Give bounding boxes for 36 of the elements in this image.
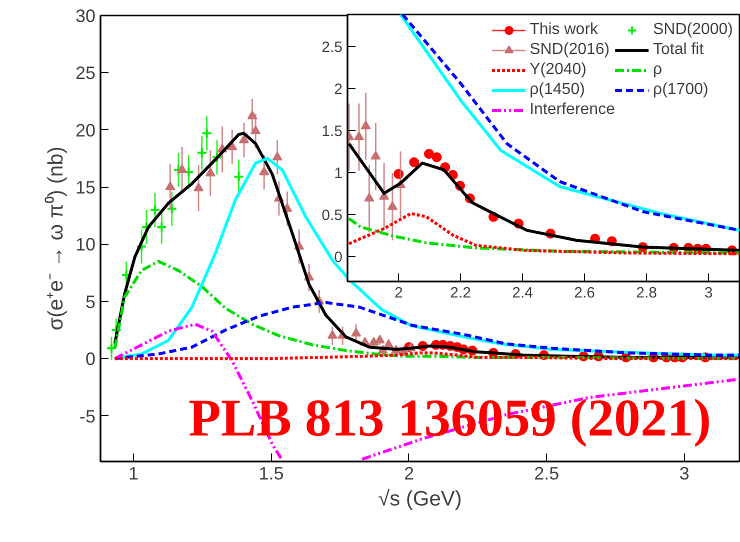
x-tick-label: 2: [394, 284, 403, 302]
x-tick-label: 2.8: [636, 284, 657, 302]
x-tick-label: 3: [704, 284, 713, 302]
legend-label: ρ: [652, 61, 664, 79]
legend-label: Total fit: [652, 41, 704, 59]
x-tick-label: 2.2: [450, 284, 472, 302]
x-tick-label: 2: [404, 464, 414, 484]
y-tick-label: 20: [75, 120, 96, 140]
y-tick-label: 0: [334, 248, 342, 266]
y-tick-label: 1.5: [322, 122, 343, 140]
x-tick-label: 2.5: [534, 464, 560, 484]
x-tick-label: 1: [128, 464, 139, 484]
y-tick-label: -5: [79, 406, 96, 426]
y-tick-label: 5: [85, 292, 96, 312]
x-tick-label: 3: [679, 464, 690, 484]
y-tick-label: 25: [75, 63, 96, 84]
x-tick-label: 2.4: [512, 284, 534, 302]
y-tick-label: 0.5: [322, 206, 343, 224]
y-tick-label: 2.5: [322, 38, 343, 56]
legend-label: This work: [530, 21, 598, 39]
legend-label: Interference: [530, 101, 615, 119]
legend-label: Y(2040): [530, 61, 586, 79]
y-tick-label: 15: [75, 178, 96, 198]
legend-label: ρ(1700): [652, 81, 708, 99]
x-tick-label: 2.6: [574, 284, 595, 302]
x-axis-title: √s (GeV): [378, 488, 462, 510]
y-axis-title: σ(e⁺e⁻ → ω π⁰) (nb): [44, 146, 68, 330]
y-tick-label: 10: [75, 234, 96, 255]
legend-label: ρ(1450): [530, 81, 585, 99]
legend-label: SND(2000): [652, 21, 733, 39]
x-tick-label: 1.5: [258, 464, 284, 484]
y-tick-label: 2: [334, 80, 342, 98]
y-tick-label: 0: [85, 349, 96, 370]
y-tick-label: 30: [75, 6, 96, 26]
y-tick-label: 1: [334, 164, 342, 182]
legend-label: SND(2016): [530, 41, 610, 59]
